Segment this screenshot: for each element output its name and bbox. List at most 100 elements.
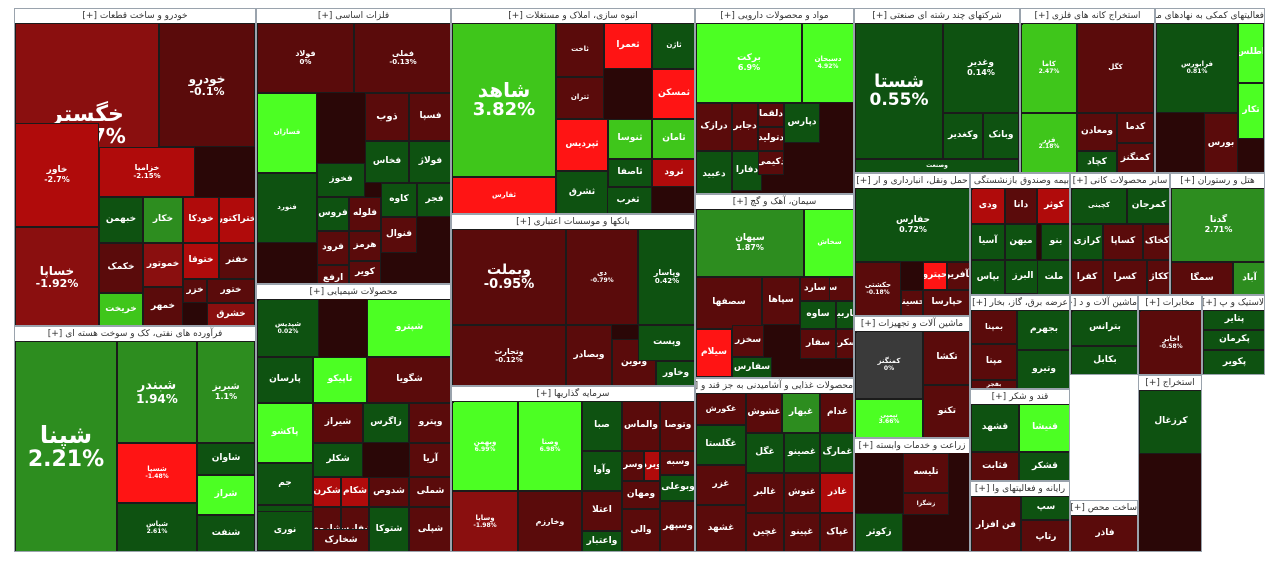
stock-tile[interactable]: سارد [800, 277, 830, 301]
stock-tile[interactable]: بفجر [971, 380, 1017, 388]
stock-tile[interactable]: غچین [746, 513, 784, 551]
stock-tile[interactable]: خفنر [219, 243, 255, 279]
stock-tile[interactable]: خودکا [183, 197, 219, 243]
stock-tile[interactable]: واعتبار [582, 531, 622, 551]
sector-expand-toggle[interactable]: [+] [508, 11, 523, 21]
stock-tile[interactable]: شیراز [313, 403, 363, 443]
sector-header[interactable]: بانکها و موسسات اعتباری [+] [452, 215, 694, 229]
stock-tile[interactable]: وتوصا [660, 401, 694, 451]
stock-tile[interactable]: کمنگنز 0% [855, 331, 923, 399]
stock-tile[interactable]: غگل [746, 433, 784, 473]
sector-header[interactable]: رایانه و فعالیتهای وا [+] [971, 482, 1069, 496]
sector-expand-toggle[interactable]: [+] [536, 389, 552, 399]
stock-tile[interactable]: صبا [582, 401, 622, 451]
sector-header[interactable]: فرآورده های نفتی، کک و سوخت هسته ای [+] [15, 327, 255, 341]
stock-tile[interactable]: نوری [257, 511, 313, 551]
sector-header[interactable]: ماشین آلات و تجهیزات [+] [855, 317, 969, 331]
stock-tile[interactable]: سپاها [762, 277, 800, 325]
stock-tile[interactable]: ثرود [652, 159, 694, 187]
stock-tile[interactable]: برکت 6.9% [696, 23, 802, 103]
stock-tile[interactable]: سخاش [804, 209, 853, 277]
stock-tile[interactable]: شپديس 0.02% [257, 299, 319, 357]
stock-tile[interactable]: کرازی [1071, 224, 1103, 260]
stock-tile[interactable]: وخاور [656, 361, 694, 385]
sector-header[interactable]: سیمان، آهک و گچ [+] [696, 195, 853, 209]
stock-tile[interactable]: شکام [341, 477, 369, 507]
stock-tile[interactable]: دفارا [732, 151, 762, 191]
stock-tile[interactable]: فجر [417, 183, 450, 217]
stock-tile[interactable]: آسیا [971, 224, 1005, 260]
stock-tile[interactable]: غشهد [696, 505, 746, 551]
sector-expand-toggle[interactable]: [+] [516, 217, 531, 227]
stock-tile[interactable]: شاهد 3.82% [452, 23, 556, 177]
stock-tile[interactable]: ومعادن [1077, 113, 1117, 151]
sector-expand-toggle[interactable]: [+] [860, 319, 876, 329]
stock-tile[interactable]: ثفارس [452, 177, 556, 213]
stock-tile[interactable]: شپلی [409, 507, 450, 551]
sector-expand-toggle[interactable]: [+] [696, 381, 698, 391]
stock-tile[interactable]: فنوال [381, 217, 417, 253]
stock-tile[interactable]: تجلی [855, 331, 857, 333]
stock-tile[interactable]: ومهان [622, 481, 660, 509]
stock-tile[interactable]: ثامان [652, 119, 694, 159]
stock-tile[interactable]: خکار [143, 197, 183, 243]
stock-tile[interactable]: خاور -2.7% [15, 123, 99, 227]
stock-tile[interactable]: تلیسه [903, 453, 949, 493]
stock-tile[interactable]: قنیشا [1019, 404, 1069, 452]
stock-tile[interactable]: ثاخت [556, 23, 604, 77]
stock-tile[interactable]: فولاد 0% [257, 23, 354, 93]
stock-tile[interactable]: کویر [349, 261, 381, 283]
stock-tile[interactable]: ملت [1037, 260, 1069, 294]
sector-header[interactable]: انبوه سازی، املاک و مستغلات [+] [452, 9, 694, 23]
sector-expand-toggle[interactable]: [+] [1072, 176, 1088, 186]
sector-header[interactable]: محصولات غذایی و آشامیدنی به جز قند و [+] [696, 379, 853, 393]
stock-tile[interactable]: کمرجان [1127, 188, 1169, 224]
stock-tile[interactable]: پکویر [1203, 350, 1264, 374]
stock-tile[interactable]: غالبر [746, 473, 784, 513]
stock-tile[interactable]: وآتی [971, 188, 973, 190]
sector-header[interactable]: زراعت و خدمات وابسته [+] [855, 439, 969, 453]
stock-tile[interactable]: فخوز [317, 163, 365, 197]
stock-tile[interactable]: کرزغال [1139, 390, 1201, 454]
stock-tile[interactable]: وخارزم [518, 491, 582, 551]
sector-header[interactable]: سایر محصولات کانی [+] [1071, 174, 1169, 188]
stock-tile[interactable]: شنفت [197, 515, 255, 551]
stock-tile[interactable]: سپ [1021, 496, 1069, 520]
stock-tile[interactable]: غپاک [820, 513, 853, 551]
stock-tile[interactable]: خشرق [207, 303, 255, 325]
stock-tile[interactable]: فزر 2.18% [1021, 113, 1077, 172]
stock-tile[interactable]: همراه [1139, 310, 1141, 312]
stock-tile[interactable]: کسرا [1103, 260, 1147, 294]
stock-tile[interactable]: کوثر [1037, 188, 1069, 224]
stock-tile[interactable]: حسینا [901, 290, 923, 315]
stock-tile[interactable]: دسبحان 4.92% [802, 23, 853, 103]
stock-tile[interactable]: فخاس [365, 141, 409, 183]
stock-tile[interactable]: آباد [1233, 262, 1264, 294]
stock-tile[interactable]: وتجارت -0.12% [452, 325, 566, 385]
sector-expand-toggle[interactable]: [+] [47, 329, 63, 339]
stock-tile[interactable]: اعتلا [582, 491, 622, 531]
stock-tile[interactable]: سفار [800, 329, 836, 359]
stock-tile[interactable]: آریا [409, 443, 450, 477]
stock-tile[interactable]: بالبر [1071, 310, 1073, 312]
sector-header[interactable]: مخابرات [+] [1139, 296, 1201, 310]
stock-tile[interactable]: پتایر [1203, 310, 1264, 330]
sector-expand-toggle[interactable]: [+] [720, 11, 735, 21]
stock-tile[interactable]: زکوثر [855, 513, 903, 551]
sector-header[interactable]: قند و شکر [+] [971, 390, 1069, 404]
stock-tile[interactable]: وبوعلی [660, 475, 694, 501]
sector-expand-toggle[interactable]: [+] [974, 484, 990, 494]
stock-tile[interactable]: فرابورس 0.81% [1156, 23, 1238, 113]
stock-tile[interactable]: مپنا [971, 344, 1017, 380]
stock-tile[interactable]: خزر [183, 279, 207, 303]
stock-tile[interactable]: دانا [1005, 188, 1037, 224]
stock-tile[interactable]: حکشتی -0.18% [855, 262, 901, 315]
stock-tile[interactable]: بورس [1204, 113, 1238, 172]
sector-expand-toggle[interactable]: [+] [82, 11, 97, 21]
stock-tile[interactable]: دجابر [732, 103, 758, 151]
stock-tile[interactable]: فملی -0.13% [354, 23, 450, 93]
stock-tile[interactable]: بپاس [971, 260, 1005, 294]
stock-tile[interactable]: ساوه [800, 301, 836, 329]
stock-tile[interactable]: سصفها [696, 277, 762, 329]
stock-tile[interactable]: خساپا -1.92% [15, 227, 99, 325]
